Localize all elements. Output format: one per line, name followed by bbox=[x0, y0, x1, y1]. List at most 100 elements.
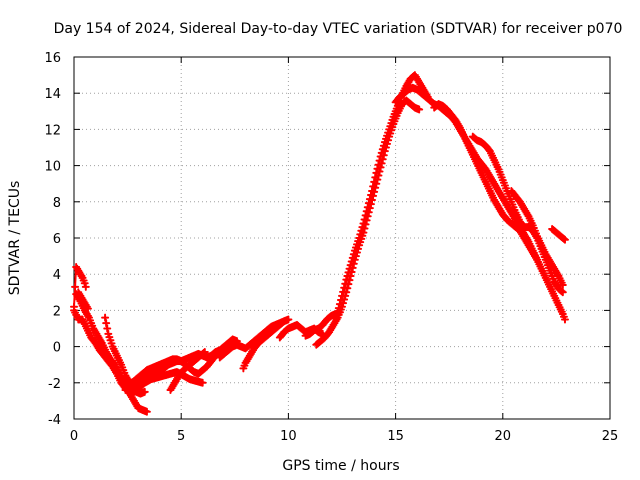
y-tick-label: 8 bbox=[53, 196, 61, 211]
y-axis-title: SDTVAR / TECUs bbox=[7, 181, 23, 296]
data-point bbox=[359, 219, 368, 228]
data-point bbox=[102, 319, 111, 328]
data-point bbox=[364, 199, 373, 208]
data-point bbox=[356, 230, 365, 239]
y-tick-label: 2 bbox=[53, 304, 61, 319]
data-point bbox=[106, 336, 115, 345]
data-point bbox=[340, 283, 349, 292]
data-point bbox=[339, 287, 348, 296]
data-point bbox=[101, 313, 110, 322]
data-point bbox=[83, 304, 92, 313]
y-tick-label: -2 bbox=[48, 377, 61, 392]
series-arc-c bbox=[72, 290, 149, 398]
data-points bbox=[70, 71, 569, 416]
data-point bbox=[284, 315, 293, 324]
data-point bbox=[344, 268, 353, 277]
series-arc-d bbox=[74, 288, 92, 313]
series-trace bbox=[394, 86, 566, 321]
data-point bbox=[338, 291, 346, 300]
series-trace bbox=[315, 99, 421, 346]
x-tick-label: 20 bbox=[495, 429, 512, 444]
series-arc-r bbox=[507, 186, 567, 290]
data-point bbox=[355, 234, 364, 242]
y-tick-label: 4 bbox=[53, 268, 61, 283]
data-point bbox=[379, 141, 388, 150]
series-arc-s bbox=[548, 224, 569, 244]
data-point bbox=[366, 191, 375, 200]
data-point bbox=[378, 145, 387, 154]
data-point bbox=[369, 182, 378, 191]
data-point bbox=[104, 329, 113, 338]
data-point bbox=[370, 177, 379, 186]
data-point bbox=[376, 152, 385, 161]
data-point bbox=[142, 407, 151, 416]
data-point bbox=[377, 148, 386, 157]
data-point bbox=[558, 288, 567, 297]
data-point bbox=[343, 272, 352, 281]
data-point bbox=[363, 203, 372, 212]
data-point bbox=[358, 223, 367, 232]
tick-labels: 0 5 10 15 20 25 -4 -2 0 2 4 6 8 10 12 14 16 bbox=[44, 51, 618, 444]
y-tick-label: 6 bbox=[53, 232, 61, 247]
data-point bbox=[373, 164, 382, 173]
data-point bbox=[558, 281, 567, 290]
chart-title: Day 154 of 2024, Sidereal Day-to-day VTE… bbox=[54, 21, 623, 37]
y-tick-label: 12 bbox=[44, 123, 61, 138]
data-point bbox=[360, 215, 369, 224]
data-point bbox=[347, 257, 356, 266]
data-point bbox=[361, 211, 370, 220]
data-point bbox=[533, 255, 542, 264]
data-point bbox=[335, 300, 344, 309]
series-arc-j bbox=[239, 317, 289, 373]
x-axis-title: GPS time / hours bbox=[282, 458, 399, 474]
data-point bbox=[375, 156, 384, 165]
x-tick-label: 10 bbox=[280, 429, 297, 444]
data-point bbox=[81, 282, 90, 291]
data-point bbox=[346, 261, 355, 270]
y-tick-label: -4 bbox=[48, 413, 61, 428]
data-point bbox=[371, 173, 380, 182]
data-point bbox=[368, 186, 377, 195]
series-arc-n bbox=[333, 71, 432, 317]
data-point bbox=[140, 387, 149, 396]
x-tick-label: 0 bbox=[70, 429, 78, 444]
data-point bbox=[103, 324, 112, 333]
data-point bbox=[200, 348, 209, 357]
plot-frame bbox=[73, 56, 611, 420]
series-arc-q bbox=[468, 132, 567, 297]
data-point bbox=[198, 378, 207, 387]
y-tick-label: 16 bbox=[44, 51, 61, 66]
data-point bbox=[334, 304, 343, 313]
x-tick-label: 15 bbox=[387, 429, 404, 444]
data-point bbox=[333, 308, 342, 317]
data-point bbox=[342, 275, 351, 284]
series-arc-a bbox=[70, 262, 90, 311]
data-point bbox=[560, 235, 569, 244]
data-point bbox=[560, 315, 569, 324]
series-arc-m bbox=[312, 96, 424, 349]
data-point bbox=[349, 250, 358, 259]
series-arc-p bbox=[430, 100, 542, 264]
data-point bbox=[415, 105, 424, 114]
data-point bbox=[365, 195, 374, 204]
y-tick-label: 14 bbox=[44, 87, 61, 102]
data-point bbox=[105, 333, 114, 342]
data-point bbox=[357, 226, 366, 235]
data-point bbox=[372, 168, 381, 177]
series-arc-h bbox=[166, 348, 209, 395]
data-point bbox=[362, 207, 371, 216]
data-point bbox=[80, 279, 89, 288]
data-point bbox=[374, 160, 383, 169]
series-arc-o bbox=[391, 83, 569, 324]
data-point bbox=[341, 279, 350, 288]
data-point bbox=[71, 282, 80, 291]
data-point bbox=[280, 317, 289, 326]
y-tick-label: 0 bbox=[53, 341, 61, 356]
x-tick-label: 25 bbox=[602, 429, 619, 444]
data-point bbox=[336, 295, 345, 304]
y-tick-label: 10 bbox=[44, 160, 61, 175]
data-point bbox=[345, 264, 354, 273]
data-point bbox=[348, 253, 357, 262]
x-tick-label: 5 bbox=[177, 429, 185, 444]
